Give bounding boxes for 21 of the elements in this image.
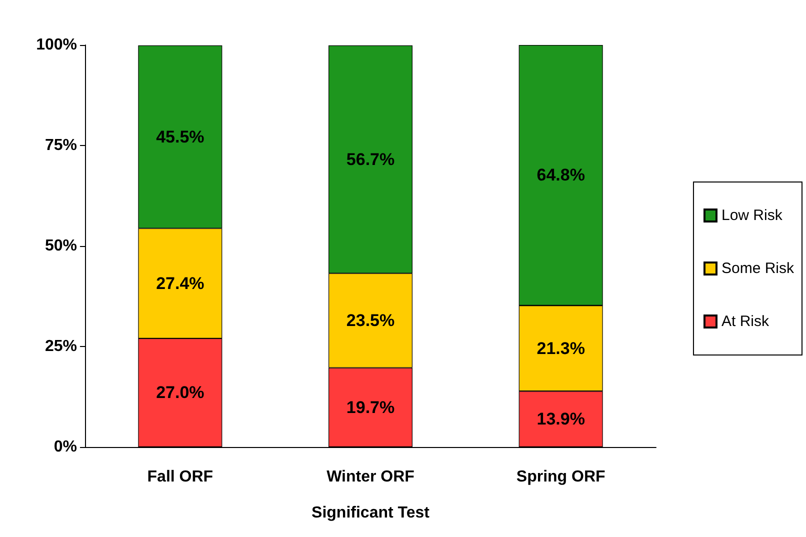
data-label: 23.5%	[346, 311, 395, 330]
data-label: 64.8%	[536, 166, 585, 185]
data-label: 13.9%	[536, 410, 585, 429]
data-label: 27.0%	[156, 383, 204, 402]
legend-label: Some Risk	[721, 260, 794, 277]
y-tick-label: 50%	[44, 238, 77, 254]
data-label: 27.4%	[156, 274, 204, 293]
data-label: 21.3%	[536, 338, 585, 358]
y-tick-label: 0%	[54, 438, 77, 456]
x-tick-label: Fall ORF	[147, 468, 214, 486]
data-label: 45.5%	[156, 127, 204, 146]
y-tick-label: 75%	[44, 137, 77, 154]
y-tick-label: 25%	[44, 338, 77, 355]
x-tick-label: Spring ORF	[516, 468, 606, 486]
data-label: 56.7%	[346, 150, 395, 169]
x-tick-label: Winter ORF	[326, 468, 415, 486]
x-axis-title: Significant Test	[312, 504, 430, 522]
legend-label: At Risk	[721, 313, 770, 330]
y-tick-label: 100%	[36, 36, 77, 54]
legend-label: Low Risk	[721, 207, 783, 224]
data-label: 19.7%	[346, 398, 395, 417]
